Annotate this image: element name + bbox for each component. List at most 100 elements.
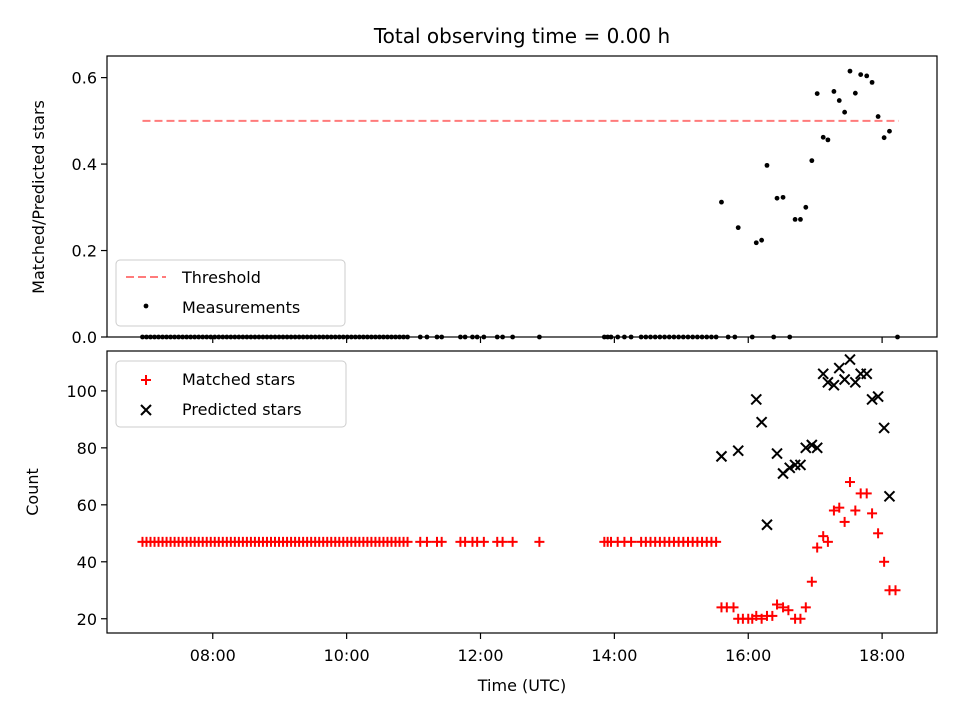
matched-star-point — [751, 610, 762, 621]
matched-star-point — [806, 576, 817, 587]
matched-star-point — [626, 536, 637, 547]
legend-measurements-label: Measurements — [182, 298, 300, 317]
measurement-point — [881, 135, 887, 141]
measurement-point — [820, 134, 826, 140]
measurement-point — [864, 73, 870, 79]
bottom-x-tick-label: 14:00 — [591, 646, 637, 665]
matched-star-point — [772, 599, 783, 610]
bottom-y-tick-label: 80 — [77, 439, 97, 458]
bottom-y-tick-label: 40 — [77, 553, 97, 572]
bottom-y-tick-label: 60 — [77, 496, 97, 515]
measurement-point — [792, 217, 798, 222]
top-legend-box — [115, 259, 346, 327]
predicted-star-point — [811, 442, 823, 454]
predicted-star-point — [750, 393, 762, 406]
measurement-point — [858, 72, 864, 77]
measurement-point — [780, 194, 786, 200]
measurement-point — [759, 237, 765, 243]
top-x-ticks — [212, 337, 883, 343]
bottom-panel: 20 40 60 80 100 08:00 10:00 12:00 14:00 16:00 18:… — [23, 350, 938, 695]
bottom-y-tick-label: 20 — [77, 610, 97, 629]
measurement-point — [847, 68, 853, 74]
measurement-point — [842, 109, 848, 115]
matched-star-point — [812, 542, 823, 553]
matched-star-point — [728, 602, 739, 613]
matched-star-point — [478, 536, 489, 547]
measurement-point — [869, 79, 875, 85]
matched-star-point — [828, 505, 839, 516]
measurement-point — [814, 91, 820, 97]
matched-star-point — [834, 502, 845, 513]
predicted-star-point — [755, 416, 768, 428]
legend-threshold-label: Threshold — [181, 268, 261, 287]
predicted-star-point — [828, 379, 840, 391]
measurement-point — [875, 114, 881, 119]
predicted-star-point — [817, 368, 829, 380]
matched-star-point — [778, 602, 789, 613]
matched-star-point — [850, 505, 861, 516]
measurement-point — [719, 199, 724, 205]
measurement-point — [825, 137, 831, 143]
predicted-star-point — [872, 390, 884, 403]
bottom-x-axis-label: Time (UTC) — [477, 676, 566, 695]
matched-star-point — [402, 536, 413, 547]
matched-star-point — [711, 536, 722, 547]
measurement-point — [774, 195, 780, 201]
matched-star-point — [497, 536, 508, 547]
matched-star-point — [534, 536, 545, 547]
matched-star-point — [421, 536, 432, 547]
legend-measurements-swatch — [143, 303, 149, 309]
predicted-star-point — [794, 459, 807, 471]
predicted-star-point — [732, 444, 744, 457]
bottom-y-axis-label: Count — [23, 468, 42, 516]
predicted-star-point — [771, 447, 783, 460]
matched-star-point — [867, 508, 878, 519]
matched-star-point — [873, 528, 884, 539]
measurement-point — [831, 89, 837, 94]
matched-star-point — [800, 602, 811, 613]
matched-star-point — [795, 613, 806, 624]
predicted-star-point — [806, 439, 818, 451]
bottom-x-tick-label: 12:00 — [457, 646, 503, 665]
matched-star-point — [436, 536, 447, 547]
predicted-star-point — [866, 393, 878, 406]
top-y-tick-label: 0.6 — [72, 69, 97, 88]
top-panel: 0.0 0.2 0.4 0.6 Total observing time = 0.00… — [29, 24, 938, 347]
predicted-star-point — [849, 376, 862, 389]
predicted-star-point — [784, 462, 796, 474]
predicted-star-point — [878, 422, 890, 434]
top-y-ticks: 0.0 0.2 0.4 0.6 — [72, 69, 107, 347]
measurement-point — [753, 240, 759, 246]
bottom-plot-frame — [106, 350, 938, 634]
matched-star-point — [839, 516, 850, 527]
top-y-tick-label: 0.2 — [72, 242, 97, 261]
matched-star-point — [879, 556, 890, 567]
bottom-legend: Matched stars Predicted stars — [115, 360, 347, 428]
predicted-star-point — [861, 368, 873, 380]
measurement-point — [803, 204, 809, 210]
top-legend: Threshold Measurements — [115, 259, 346, 327]
predicted-star-point — [833, 362, 845, 374]
predicted-star-point — [715, 450, 728, 463]
measurement-point — [735, 225, 741, 231]
bottom-legend-box — [115, 360, 347, 428]
top-plot-frame — [106, 55, 938, 338]
top-y-tick-label: 0.0 — [72, 328, 97, 347]
bottom-x-tick-label: 10:00 — [324, 646, 370, 665]
legend-predicted-swatch — [140, 404, 152, 416]
matched-star-point — [861, 488, 872, 499]
bottom-y-tick-label: 100 — [66, 382, 97, 401]
top-chart-title: Total observing time = 0.00 h — [373, 24, 670, 48]
legend-predicted-label: Predicted stars — [182, 400, 302, 419]
predicted-star-point — [844, 353, 856, 366]
matched-star-point — [818, 531, 829, 542]
bottom-x-ticks: 08:00 10:00 12:00 14:00 16:00 18:00 — [190, 633, 905, 665]
measurement-point — [798, 217, 803, 222]
bottom-x-tick-label: 16:00 — [725, 646, 771, 665]
matched-star-point — [767, 610, 778, 621]
predicted-star-point — [822, 376, 834, 389]
matched-star-point — [507, 536, 518, 547]
bottom-y-ticks: 20 40 60 80 100 — [66, 382, 107, 629]
measurement-point — [836, 98, 842, 103]
measurement-point — [809, 158, 815, 164]
